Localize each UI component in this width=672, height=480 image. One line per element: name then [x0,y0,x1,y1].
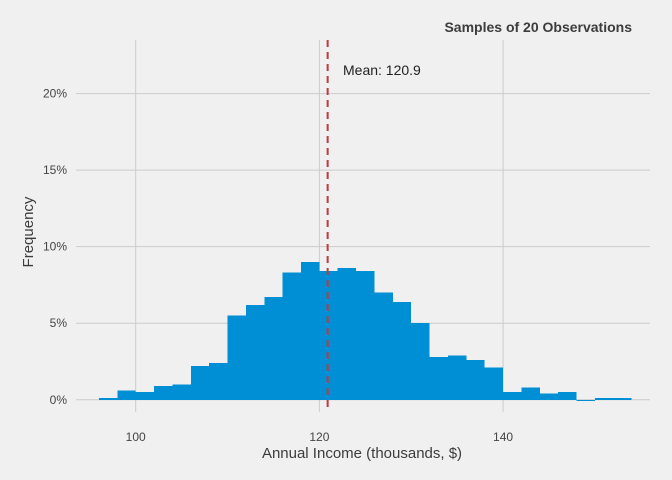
histogram-bar [190,366,210,400]
grid-lines [76,40,650,412]
histogram-bar [374,292,393,400]
histogram-bars [98,261,632,401]
x-axis-title: Annual Income (thousands, $) [262,445,462,462]
histogram-bar [558,392,577,400]
histogram-bar [245,304,265,400]
y-axis-title: Frequency [20,196,37,267]
mean-annotation: Mean: 120.9 [343,62,421,78]
histogram-bar [466,359,485,400]
histogram-bar [447,355,467,400]
histogram-bar [319,271,338,400]
histogram-bar [135,392,155,400]
histogram-bar [484,367,504,400]
tick-labels: 100 120 140 0% 5% 10% 15% 20% [43,87,513,444]
y-tick-label: 10% [43,240,67,254]
histogram-bar [227,315,246,400]
y-tick-label: 20% [43,87,67,101]
histogram-bar [539,393,559,400]
chart-title: Samples of 20 Observations [444,19,632,35]
histogram-bar [594,398,614,400]
histogram-bar [117,390,136,400]
histogram-bar [429,356,448,400]
x-tick-label: 120 [309,430,329,444]
histogram-bar [282,272,302,400]
histogram-bar [356,271,375,400]
histogram-bar [613,398,632,400]
histogram-bar [521,387,540,400]
histogram-bar [411,323,430,400]
histogram-bar [172,384,191,400]
histogram-bar [154,385,173,400]
histogram-bar [337,268,357,400]
y-tick-label: 0% [50,393,68,407]
histogram-bar [301,261,320,400]
x-tick-label: 100 [126,430,146,444]
x-tick-label: 140 [493,430,513,444]
histogram-bar [264,297,283,400]
y-tick-label: 15% [43,163,67,177]
y-tick-label: 5% [50,316,68,330]
histogram-bar [503,392,522,400]
histogram-bar [209,363,228,400]
histogram-bar [98,398,118,400]
histogram-bar [576,399,595,401]
histogram-bar [392,301,412,400]
